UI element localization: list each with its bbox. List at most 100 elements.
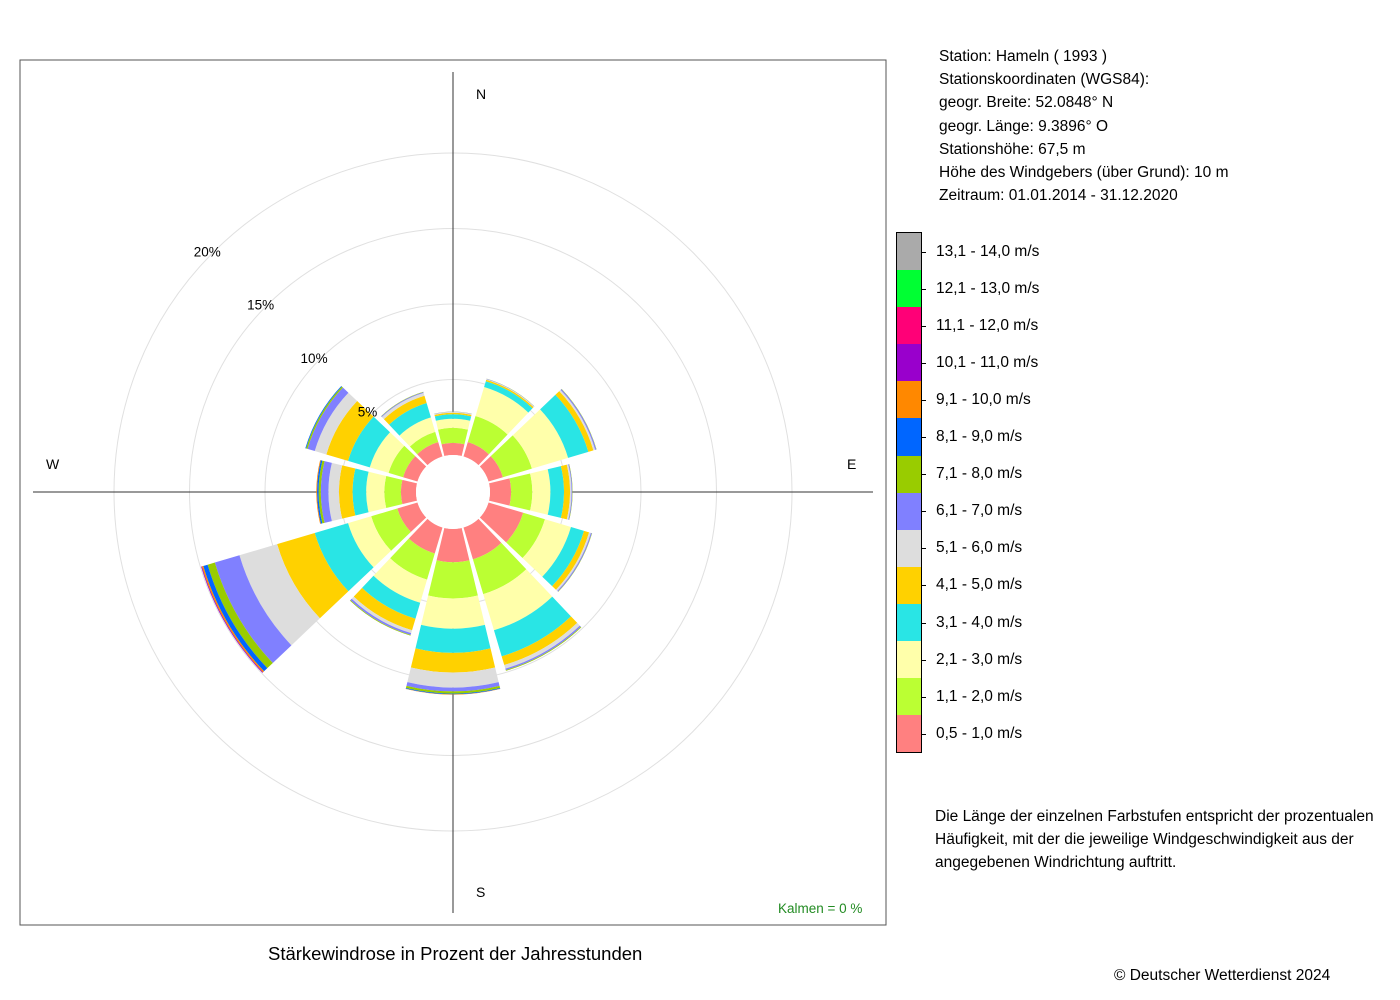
copyright: © Deutscher Wetterdienst 2024 xyxy=(1114,967,1331,984)
note-line: Die Länge der einzelnen Farbstufen entsp… xyxy=(935,808,1374,825)
station-longitude: geogr. Länge: 9.3896° O xyxy=(939,117,1109,135)
sector-30° xyxy=(463,378,535,466)
compass-label-west: W xyxy=(46,456,60,472)
plot-frame xyxy=(19,59,887,926)
legend-tick xyxy=(921,733,926,735)
legend-label: 4,1 - 5,0 m/s xyxy=(936,576,1023,594)
sector-120° xyxy=(479,502,593,592)
ring-label: 5% xyxy=(358,404,378,419)
legend-tick xyxy=(921,696,926,698)
sector-band xyxy=(509,473,533,511)
sector-band xyxy=(405,688,501,695)
sector-band xyxy=(366,471,387,513)
legend-label: 13,1 - 14,0 m/s xyxy=(936,242,1040,260)
sector-band xyxy=(568,464,573,520)
sector-band xyxy=(493,596,571,657)
sector-band xyxy=(348,416,391,468)
sector-band xyxy=(388,445,416,478)
legend-tick xyxy=(921,362,926,364)
sector-band xyxy=(405,688,501,695)
sector-band xyxy=(400,479,418,505)
time-period: Zeitraum: 01.01.2014 - 31.12.2020 xyxy=(939,187,1178,205)
legend-label: 11,1 - 12,0 m/s xyxy=(936,316,1039,334)
sector-band xyxy=(522,519,572,577)
sector-band xyxy=(463,518,502,560)
sector-240° xyxy=(201,502,427,673)
legend-swatch xyxy=(897,270,921,308)
legend-tick xyxy=(921,251,926,253)
sector-band xyxy=(353,587,416,631)
calm-center xyxy=(416,455,490,529)
sector-300° xyxy=(305,385,427,482)
legend-swatch xyxy=(897,678,921,716)
sector-band xyxy=(371,508,411,551)
legend-label: 1,1 - 2,0 m/s xyxy=(936,687,1023,705)
chart-labels: N S W E 5% 10% 15% 20% Kalmen = 0 % xyxy=(46,86,862,916)
sector-band xyxy=(239,544,320,646)
sector-band xyxy=(390,538,435,580)
sector-band xyxy=(320,461,332,523)
sector-band xyxy=(417,442,443,466)
compass-label-south: S xyxy=(476,884,485,900)
sector-band xyxy=(384,475,403,509)
sector-band xyxy=(214,555,292,663)
sector-S xyxy=(405,527,501,695)
sector-band xyxy=(405,685,501,694)
sector-band xyxy=(203,564,268,672)
sector-band xyxy=(307,387,349,452)
sector-band xyxy=(314,523,374,592)
sector-band xyxy=(352,468,369,516)
sector-band xyxy=(512,409,569,469)
legend-swatch xyxy=(897,344,921,382)
legend-tick xyxy=(921,325,926,327)
sector-band xyxy=(530,469,551,515)
sector-band xyxy=(485,379,534,409)
sector-band xyxy=(434,411,472,415)
sector-band xyxy=(434,411,472,415)
legend-label: 9,1 - 10,0 m/s xyxy=(936,390,1031,408)
sector-band xyxy=(490,435,532,478)
sector-band xyxy=(350,598,412,635)
sector-band xyxy=(552,530,590,590)
sector-band xyxy=(338,465,356,519)
sector-band xyxy=(483,569,553,631)
legend-label: 8,1 - 9,0 m/s xyxy=(936,428,1023,446)
sector-band xyxy=(277,532,349,619)
legend-label: 5,1 - 6,0 m/s xyxy=(936,539,1023,557)
ring-label: 15% xyxy=(247,298,274,313)
sector-band xyxy=(441,442,465,457)
sector-band xyxy=(373,558,428,603)
legend-swatch xyxy=(897,307,921,345)
sector-E xyxy=(488,464,573,520)
wind-sectors xyxy=(201,378,597,695)
speed-legend xyxy=(896,232,922,754)
sector-band xyxy=(406,682,500,692)
sector-band xyxy=(540,394,589,458)
sector-band xyxy=(547,466,564,518)
sector-band xyxy=(542,526,585,587)
sector-band xyxy=(403,456,427,482)
legend-note: Die Länge der einzelnen Farbstufen entsp… xyxy=(935,805,1374,874)
legend-swatch xyxy=(897,233,921,271)
sector-band xyxy=(389,402,431,436)
sector-band xyxy=(504,622,580,669)
sector-band xyxy=(479,502,524,543)
sector-band xyxy=(434,412,472,417)
sector-band xyxy=(397,502,427,533)
sector-60° xyxy=(479,388,597,482)
sector-band xyxy=(506,512,545,559)
legend-label: 6,1 - 7,0 m/s xyxy=(936,502,1023,520)
legend-swatch xyxy=(897,418,921,456)
station-coordinates-heading: Stationskoordinaten (WGS84): xyxy=(939,71,1150,89)
sector-N xyxy=(434,411,472,457)
sector-band xyxy=(555,391,594,452)
legend-tick xyxy=(921,437,926,439)
sector-band xyxy=(428,560,478,599)
note-line: angegebenen Windrichtung auftritt. xyxy=(935,854,1177,871)
legend-label: 3,1 - 4,0 m/s xyxy=(936,613,1023,631)
sector-band xyxy=(559,389,596,451)
sector-band xyxy=(488,478,512,506)
sector-210° xyxy=(349,518,443,636)
ring-label: 20% xyxy=(194,244,221,259)
